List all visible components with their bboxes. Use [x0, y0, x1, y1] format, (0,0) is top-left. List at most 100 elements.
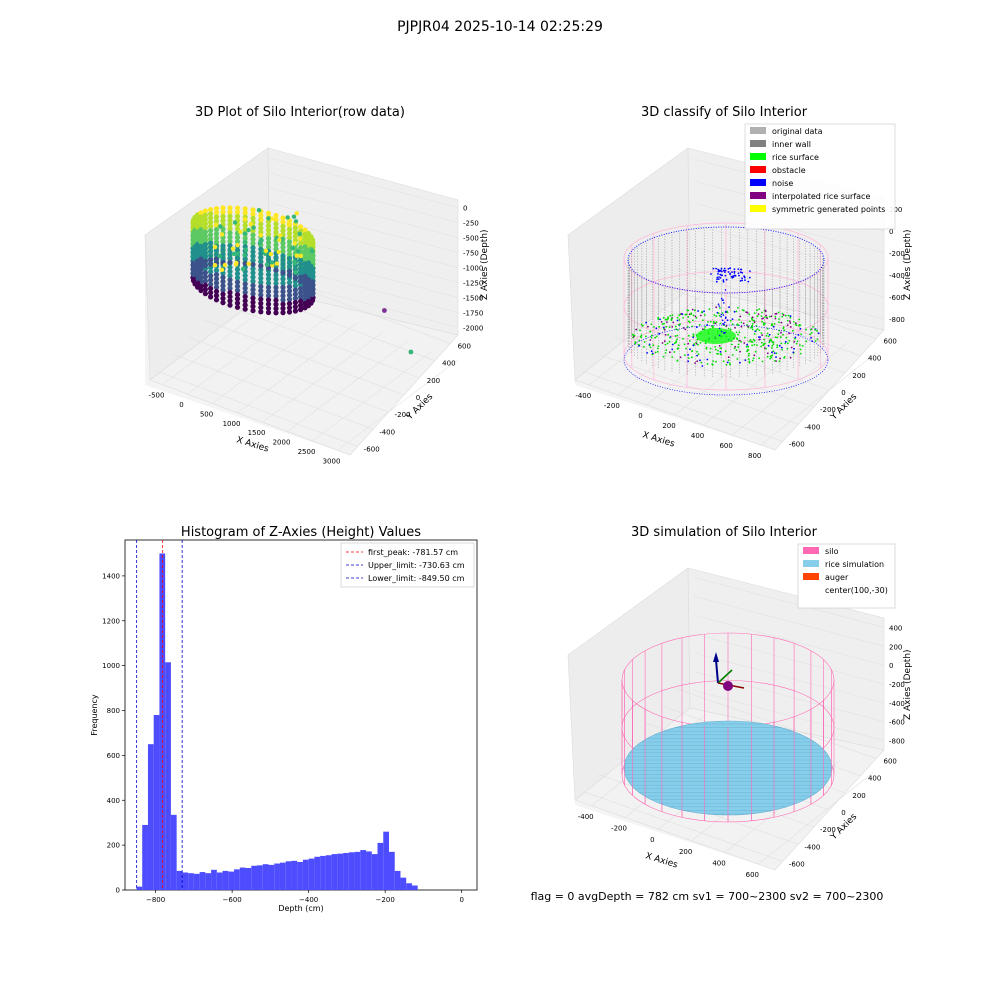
histogram-bar	[170, 814, 177, 890]
rice-surface-point	[688, 313, 691, 316]
rice-surface-point	[751, 328, 754, 331]
rice-surface-point	[770, 315, 773, 318]
rice-surface-point	[748, 360, 751, 363]
rice-surface-point	[792, 321, 795, 323]
raw-data-point	[242, 294, 248, 300]
rice-surface-point	[780, 342, 783, 345]
rice-surface-point	[735, 331, 738, 334]
floor-grid-line	[262, 331, 383, 423]
rice-surface-point	[713, 314, 716, 316]
rice-surface-point	[791, 329, 794, 332]
rice-surface-point	[765, 334, 768, 337]
y-tick-label: -600	[789, 860, 805, 868]
rice-surface-point	[674, 325, 677, 328]
rice-surface-point	[719, 350, 722, 353]
raw-data-point	[302, 252, 308, 258]
rice-surface-point	[665, 349, 668, 351]
raw-data-point	[218, 224, 223, 229]
raw-data-point	[280, 223, 286, 229]
raw-data-point	[202, 263, 208, 269]
rice-surface-point	[665, 318, 668, 321]
raw-data-point	[292, 287, 298, 293]
rice-surface-point	[753, 312, 756, 314]
rice-surface-point	[712, 360, 715, 362]
wall-grid-line	[693, 633, 885, 685]
rice-surface-point	[669, 315, 672, 317]
rice-surface-point	[682, 327, 685, 329]
y-tick-label: 0	[116, 887, 120, 895]
x-tick-label: 1000	[223, 420, 241, 428]
y-tick-label: -600	[789, 440, 805, 448]
rice-surface-point	[798, 318, 801, 321]
z-tick-label: 0	[463, 205, 467, 213]
panel-4-xlabel: X Axies	[644, 851, 679, 870]
y-tick-label: 400	[442, 360, 455, 368]
raw-data-point	[280, 265, 286, 271]
wall-grid-line	[267, 172, 459, 223]
raw-data-point	[286, 268, 293, 274]
raw-data-point	[298, 278, 304, 285]
raw-data-point	[220, 279, 226, 285]
raw-data-point	[220, 291, 226, 297]
rice-surface-point	[772, 350, 775, 353]
raw-data-point	[242, 273, 248, 279]
rice-surface-point	[771, 351, 773, 354]
x-tick-label: 2500	[298, 448, 316, 456]
raw-data-point	[213, 231, 220, 237]
rice-surface-point	[685, 347, 687, 350]
raw-data-point	[208, 249, 214, 255]
rice-surface-point	[688, 340, 691, 342]
panel-classify: 3D classify of Silo Interior -400-200020…	[567, 105, 913, 460]
raw-data-point	[242, 289, 248, 295]
rice-surface-point	[816, 330, 818, 332]
rice-surface-point	[691, 356, 693, 359]
z-tick-label: -750	[463, 250, 479, 258]
rice-surface-point	[717, 312, 720, 314]
raw-data-point	[220, 247, 226, 253]
raw-data-point	[280, 228, 286, 234]
raw-data-point	[213, 210, 220, 216]
rice-surface-point	[736, 358, 739, 360]
rice-surface-point	[676, 338, 678, 341]
raw-data-point	[198, 235, 204, 241]
z-tick-label: -600	[889, 719, 905, 727]
raw-data-point	[231, 251, 237, 256]
rice-surface-point	[676, 316, 679, 319]
y-tick-label: 200	[852, 792, 865, 800]
rice-surface-point	[715, 360, 717, 363]
raw-data-point	[213, 293, 220, 299]
rice-surface-point	[714, 348, 717, 351]
rice-surface-point	[749, 320, 751, 323]
raw-data-point	[280, 219, 286, 225]
raw-data-point	[286, 230, 293, 236]
noise-point	[715, 267, 717, 270]
rice-surface-point	[756, 309, 758, 312]
rice-surface-point	[742, 322, 745, 325]
raw-data-point	[208, 228, 214, 234]
histogram-bar	[262, 864, 269, 890]
floor-grid-line	[173, 354, 374, 430]
histogram-bar	[136, 886, 143, 890]
rice-surface-point	[776, 346, 779, 349]
rice-surface-point	[750, 327, 752, 329]
raw-data-point	[220, 213, 226, 219]
rice-surface-point	[663, 322, 665, 325]
rice-surface-point	[764, 322, 766, 325]
raw-data-point	[220, 300, 226, 306]
raw-data-point	[234, 304, 241, 310]
rice-surface-point	[765, 347, 767, 350]
rice-surface-point	[784, 340, 787, 343]
raw-data-point	[227, 281, 233, 287]
rice-surface-point	[751, 344, 753, 347]
rice-surface-point	[799, 327, 802, 330]
raw-data-point	[250, 215, 256, 221]
rice-surface-point	[810, 328, 812, 331]
rice-surface-point	[757, 313, 760, 315]
raw-data-point	[208, 244, 214, 250]
raw-data-point	[234, 255, 241, 262]
raw-data-point	[292, 295, 298, 301]
rice-surface-point	[695, 317, 698, 319]
rice-surface-point	[718, 345, 721, 347]
raw-data-point	[202, 221, 208, 227]
legend-label: obstacle	[772, 166, 806, 175]
